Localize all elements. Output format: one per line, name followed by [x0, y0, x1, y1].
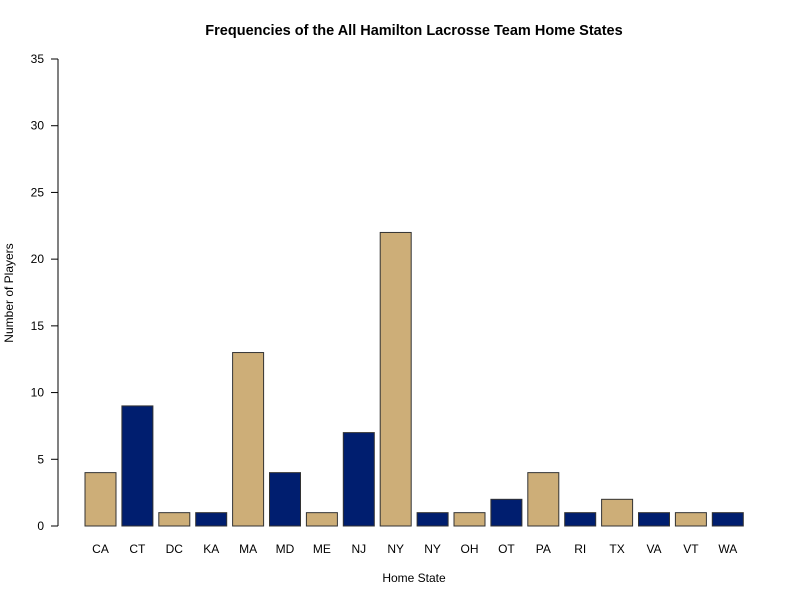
y-tick-label: 0 [37, 519, 44, 533]
x-tick-label: OH [461, 542, 479, 556]
bar-dc-2 [158, 512, 191, 527]
bar-ca-0 [84, 472, 117, 527]
y-tick-label: 35 [31, 52, 45, 66]
bar-wa-17 [711, 512, 744, 527]
y-tick-label: 20 [31, 252, 45, 266]
y-axis-label: Number of Players [2, 243, 16, 342]
x-tick-label: MD [276, 542, 295, 556]
bar-ot-11 [490, 498, 523, 527]
x-tick-label: VA [646, 542, 661, 556]
x-tick-label: CT [129, 542, 146, 556]
x-axis-label: Home State [382, 571, 446, 585]
bar-nj-7 [342, 432, 375, 527]
x-tick-label: KA [203, 542, 219, 556]
x-tick-label: NY [424, 542, 441, 556]
y-axis: 0 5 10 15 20 25 30 35 [31, 52, 59, 533]
x-tick-label: OT [498, 542, 515, 556]
y-tick-label: 15 [31, 319, 45, 333]
bar-ny-8 [379, 231, 412, 527]
x-tick-label: ME [313, 542, 331, 556]
bar-ri-13 [564, 512, 597, 527]
bars [84, 231, 744, 527]
x-tick-label: DC [166, 542, 184, 556]
x-tick-label: PA [536, 542, 551, 556]
x-tick-label: RI [574, 542, 586, 556]
x-tick-label: MA [239, 542, 257, 556]
y-ticks: 0 5 10 15 20 25 30 35 [31, 52, 58, 533]
bar-ka-3 [195, 512, 228, 527]
bar-oh-10 [453, 512, 486, 527]
x-tick-label: WA [718, 542, 737, 556]
bar-ny-9 [416, 512, 449, 527]
x-tick-label: TX [609, 542, 624, 556]
x-tick-label: CA [92, 542, 109, 556]
bar-va-15 [638, 512, 670, 527]
x-tick-labels: CA CT DC KA MA MD ME NJ NY NY OH OT PA RI TX VA VT WA [92, 542, 737, 556]
y-tick-label: 30 [31, 119, 45, 133]
y-tick-label: 10 [31, 386, 45, 400]
y-tick-label: 25 [31, 185, 45, 199]
x-tick-label: VT [683, 542, 699, 556]
bar-tx-14 [601, 498, 634, 527]
chart-title: Frequencies of the All Hamilton Lacrosse… [205, 23, 622, 39]
y-tick-label: 5 [37, 452, 44, 466]
bar-pa-12 [527, 472, 560, 527]
bar-ma-4 [232, 352, 265, 527]
bar-vt-16 [674, 512, 707, 527]
bar-md-5 [269, 472, 301, 527]
bar-ct-1 [121, 405, 154, 527]
x-tick-label: NY [387, 542, 404, 556]
x-tick-label: NJ [351, 542, 366, 556]
bar-me-6 [305, 512, 338, 527]
